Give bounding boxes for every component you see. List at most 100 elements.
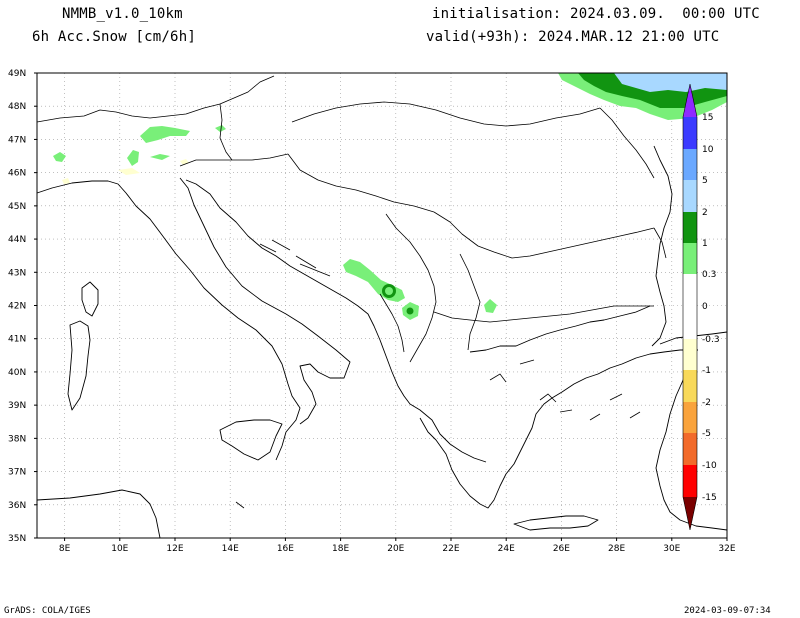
colorbar-band [683, 339, 697, 370]
lat-label: 49N [8, 69, 26, 79]
init-time: initialisation: 2024.03.09. 00:00 UTC [432, 6, 760, 22]
coast-adriatic-east [185, 179, 487, 463]
island-12 [235, 501, 245, 509]
border-germany-austria [36, 75, 275, 123]
lat-label: 35N [8, 534, 26, 544]
colorbar-label: -0.3 [702, 335, 720, 345]
colorbar-label: 0.3 [702, 270, 716, 280]
colorbar-label: 1 [702, 239, 708, 249]
colorbar-label: 10 [702, 145, 714, 155]
lon-label: 26E [553, 544, 570, 554]
coast-crete [513, 515, 599, 531]
colorbar-band [683, 402, 697, 433]
lon-label: 16E [277, 544, 294, 554]
border-ukraine-romania [599, 107, 655, 179]
lon-label: 10E [111, 544, 128, 554]
lat-label: 47N [8, 135, 26, 145]
colorbar: 15 10 5 2 1 0.3 0 -0.3 -1 -2 -5 -10 -15 [682, 83, 720, 531]
footer-left: GrADS: COLA/IGES [4, 606, 91, 616]
islands [235, 239, 641, 509]
snow-area-alps-4 [127, 150, 139, 166]
island-3 [295, 255, 317, 269]
border-serbia-east [459, 253, 481, 351]
lon-label: 12E [166, 544, 183, 554]
lat-label: 42N [8, 302, 26, 312]
colorbar-band [683, 212, 697, 243]
colorbar-band [683, 117, 697, 149]
coast-italy-east [179, 177, 351, 425]
colorbar-band [683, 149, 697, 180]
snow-area-alps-3 [53, 152, 66, 162]
colorbar-band [683, 433, 697, 465]
island-9 [589, 413, 601, 421]
colorbar-label: -1 [702, 366, 711, 376]
colorbar-label: 15 [702, 113, 713, 123]
valid-time: valid(+93h): 2024.MAR.12 21:00 UTC [426, 29, 720, 45]
footer-right: 2024-03-09-07:34 [684, 606, 771, 616]
coastlines [36, 145, 728, 539]
coast-africa [36, 489, 161, 539]
coast-turkey-west [655, 359, 728, 531]
border-romania-east [653, 227, 667, 259]
colorbar-band [683, 274, 697, 306]
field-title: 6h Acc.Snow [cm/6h] [32, 29, 196, 45]
colorbar-band [683, 306, 697, 339]
island-4 [299, 263, 331, 277]
island-6 [519, 359, 535, 365]
coast-sicily [219, 419, 283, 461]
lat-label: 41N [8, 335, 26, 345]
coast-corsica [81, 281, 99, 317]
border-danube [433, 211, 655, 259]
latitude-labels: 49N 48N 47N 46N 45N 44N 43N 42N 41N 40N 39N 38N 37N 3… [8, 69, 37, 544]
lat-label: 43N [8, 268, 26, 278]
colorbar-bottom-arrow [683, 497, 697, 530]
colorbar-outline [682, 83, 698, 531]
colorbar-label: 5 [702, 176, 708, 186]
snow-area-albania-1cm [406, 307, 414, 315]
rain-area-alps [118, 168, 140, 175]
rain-area-west [62, 178, 70, 184]
graticule [37, 73, 727, 538]
lat-label: 40N [8, 368, 26, 378]
lon-label: 18E [332, 544, 349, 554]
lat-label: 46N [8, 169, 26, 179]
border-albania [379, 293, 405, 353]
snow-area-montenegro-ring [385, 287, 393, 295]
longitude-labels: 8E 10E 12E 14E 16E 18E 20E 22E 24E 26E 28E 30E 32E [59, 538, 736, 554]
model-title: NMMB_v1.0_10km [62, 6, 183, 22]
coast-sardinia [67, 320, 91, 411]
island-11 [629, 411, 641, 419]
lat-label: 38N [8, 434, 26, 444]
coast-italy-west [36, 180, 301, 461]
colorbar-label: -10 [702, 461, 717, 471]
border-slovakia-hungary [291, 101, 601, 127]
lat-label: 39N [8, 401, 26, 411]
island-1 [259, 243, 277, 253]
lon-label: 8E [59, 544, 71, 554]
lon-label: 28E [608, 544, 625, 554]
lat-label: 45N [8, 202, 26, 212]
lon-label: 20E [387, 544, 404, 554]
island-2 [271, 239, 291, 251]
borders [36, 75, 667, 363]
colorbar-label: -2 [702, 398, 711, 408]
border-croatia-hungary [287, 153, 435, 213]
snow-area-alps-5 [150, 154, 170, 160]
lon-label: 30E [663, 544, 680, 554]
colorbar-band [683, 465, 697, 497]
lat-label: 48N [8, 102, 26, 112]
colorbar-band [683, 243, 697, 274]
lat-label: 44N [8, 235, 26, 245]
lon-label: 32E [718, 544, 735, 554]
lat-label: 37N [8, 468, 26, 478]
border-austria-hungary [219, 103, 233, 161]
island-10 [609, 393, 623, 401]
colorbar-label: 0 [702, 302, 708, 312]
island-8 [559, 409, 573, 413]
colorbar-band [683, 180, 697, 212]
colorbar-top-arrow [683, 84, 697, 117]
island-7 [539, 393, 557, 403]
snow-area-northeast-2cm [614, 73, 727, 92]
snow-area-bulgaria [484, 299, 497, 313]
